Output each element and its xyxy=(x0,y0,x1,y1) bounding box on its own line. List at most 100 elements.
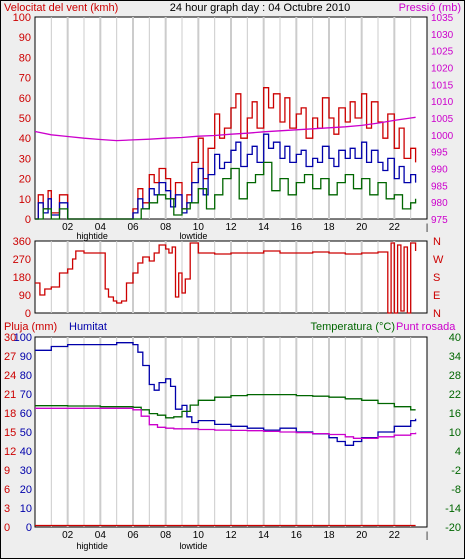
temperature-tick-label: 10 xyxy=(449,427,461,439)
x-tick-label: 02 xyxy=(62,530,74,541)
pressure-tick-label: 1015 xyxy=(431,80,454,91)
wind-tick-label: 0 xyxy=(25,214,31,226)
humidity-tick-label: 50 xyxy=(20,427,32,439)
compass-label: N xyxy=(433,236,441,248)
pressure-tick-label: 985 xyxy=(431,181,448,192)
humidity-axis-title: Humitat xyxy=(69,321,107,333)
compass-label: S xyxy=(433,272,440,284)
pressure-line xyxy=(34,116,416,142)
wind-tick-label: 40 xyxy=(19,133,31,145)
x-tick-label: 10 xyxy=(193,222,205,233)
tide-label: hightide xyxy=(76,541,108,551)
rain-tick-label: 30 xyxy=(4,332,16,344)
x-tick-label: 06 xyxy=(127,222,139,233)
direction-tick-label: 0 xyxy=(25,308,31,320)
temperature-tick-label: 22 xyxy=(449,389,461,401)
x-tick-label: 12 xyxy=(225,222,237,233)
x-tick-label: 02 xyxy=(62,222,74,233)
dewpoint-line xyxy=(35,407,417,439)
x-tick-end: | xyxy=(426,530,428,540)
x-tick-label: 16 xyxy=(291,222,303,233)
temperature-axis-title: Temperatura (°C) xyxy=(311,321,395,333)
x-tick-label: 16 xyxy=(291,530,303,541)
humidity-tick-label: 20 xyxy=(20,484,32,496)
temperature-tick-label: -20 xyxy=(445,522,461,534)
direction-tick-label: 360 xyxy=(13,236,31,248)
rain-tick-label: 9 xyxy=(4,465,10,477)
wind-gust-line xyxy=(35,87,417,220)
rain-tick-label: 15 xyxy=(4,427,16,439)
pressure-tick-label: 1025 xyxy=(431,47,454,58)
temperature-tick-label: 16 xyxy=(449,408,461,420)
pressure-tick-label: 1030 xyxy=(431,30,454,41)
wind-average-line xyxy=(35,133,417,220)
tide-label: hightide xyxy=(76,231,108,241)
x-tick-label: 18 xyxy=(323,530,335,541)
pressure-tick-label: 1035 xyxy=(431,13,454,24)
wind-tick-label: 90 xyxy=(19,32,31,44)
pressure-tick-label: 990 xyxy=(431,165,448,176)
rain-tick-label: 24 xyxy=(4,370,16,382)
tide-label: lowtide xyxy=(179,231,207,241)
rain-tick-label: 12 xyxy=(4,446,16,458)
wind-tick-label: 80 xyxy=(19,52,31,64)
x-tick-label: 06 xyxy=(127,530,139,541)
pressure-tick-label: 1005 xyxy=(431,114,454,125)
pressure-tick-label: 975 xyxy=(431,215,448,226)
temperature-tick-label: 40 xyxy=(449,332,461,344)
direction-tick-label: 180 xyxy=(13,272,31,284)
temperature-tick-label: 4 xyxy=(455,446,461,458)
tide-label: lowtide xyxy=(179,541,207,551)
dewpoint-axis-title: Punt rosada xyxy=(396,321,456,333)
humidity-tick-label: 0 xyxy=(26,522,32,534)
rain-tick-label: 3 xyxy=(4,503,10,515)
humidity-tick-label: 30 xyxy=(20,465,32,477)
x-tick-label: 12 xyxy=(225,530,237,541)
humidity-tick-label: 90 xyxy=(20,351,32,363)
rain-tick-label: 18 xyxy=(4,408,16,420)
humidity-tick-label: 60 xyxy=(20,408,32,420)
wind-chart: 02 04 06 08 10 12 14 16 18 20 22 |01020304050607080… xyxy=(13,12,454,241)
wind-tick-label: 70 xyxy=(19,73,31,85)
direction-tick-label: 270 xyxy=(13,254,31,266)
temperature-tick-label: -8 xyxy=(451,484,461,496)
temperature-tick-label: 34 xyxy=(449,351,461,363)
wind-tick-label: 50 xyxy=(19,113,31,125)
humidity-tick-label: 40 xyxy=(20,446,32,458)
humidity-tick-label: 10 xyxy=(20,503,32,515)
humidity-tick-label: 80 xyxy=(20,370,32,382)
x-tick-label: 04 xyxy=(95,222,107,233)
wind-min-line xyxy=(35,161,417,220)
temperature-tick-label: -2 xyxy=(451,465,461,477)
pressure-tick-label: 1000 xyxy=(431,131,454,142)
wind-tick-label: 10 xyxy=(19,194,31,206)
temperature-line xyxy=(35,393,416,419)
rain-axis-title: Pluja (mm) xyxy=(4,321,57,333)
x-tick-label: 14 xyxy=(258,222,270,233)
direction-line xyxy=(35,242,417,314)
wind-tick-label: 60 xyxy=(19,93,31,105)
pressure-tick-label: 980 xyxy=(431,198,448,209)
compass-label: N xyxy=(433,308,441,320)
x-tick-end: | xyxy=(426,222,428,232)
compass-label: W xyxy=(433,254,444,266)
wind-axis-title: Velocitat del vent (kmh) xyxy=(4,2,118,14)
pressure-tick-label: 995 xyxy=(431,148,448,159)
humidity-tick-label: 70 xyxy=(20,389,32,401)
x-tick-label: 18 xyxy=(323,222,335,233)
rain-tick-label: 21 xyxy=(4,389,16,401)
x-tick-label: 20 xyxy=(356,222,368,233)
x-tick-label: 04 xyxy=(95,530,107,541)
wind-tick-label: 30 xyxy=(19,153,31,165)
rain-tick-label: 27 xyxy=(4,351,16,363)
rain-tick-label: 0 xyxy=(4,522,10,534)
wind-tick-label: 20 xyxy=(19,174,31,186)
x-tick-label: 08 xyxy=(160,222,172,233)
direction-tick-label: 90 xyxy=(19,290,31,302)
rain-tick-label: 6 xyxy=(4,484,10,496)
humidity-tick-label: 100 xyxy=(14,332,32,344)
x-tick-label: 20 xyxy=(356,530,368,541)
pressure-axis-title: Pressió (mb) xyxy=(399,2,461,14)
